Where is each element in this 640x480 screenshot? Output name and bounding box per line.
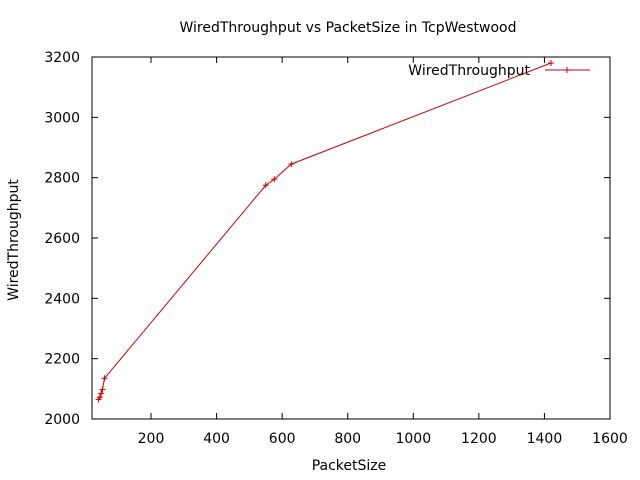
data-point (96, 394, 103, 401)
data-point (101, 375, 108, 382)
x-tick-label: 1000 (395, 431, 431, 447)
plot-frame (91, 56, 611, 420)
y-axis: 2000 2200 2400 2600 2800 3000 3200 (44, 50, 610, 428)
x-tick-label: 400 (203, 431, 230, 447)
legend: WiredThroughput (408, 63, 590, 79)
x-tick-label: 1200 (461, 431, 497, 447)
y-tick-label: 3200 (44, 50, 80, 66)
y-axis-label: WiredThroughput (6, 179, 22, 301)
data-point (288, 161, 295, 168)
x-tick-label: 1600 (592, 431, 628, 447)
x-axis-label: PacketSize (312, 458, 387, 474)
legend-label-wiredthroughput: WiredThroughput (408, 63, 530, 79)
series-line (98, 62, 552, 400)
y-tick-label: 2400 (44, 291, 80, 307)
y-tick-label: 2200 (44, 352, 80, 368)
chart-title: WiredThroughput vs PacketSize in TcpWest… (179, 20, 516, 36)
y-tick-label: 2000 (44, 412, 80, 428)
series-layer (95, 60, 554, 403)
legend-marker (564, 67, 570, 73)
x-tick-label: 600 (269, 431, 296, 447)
data-point (99, 386, 106, 393)
x-tick-label: 800 (334, 431, 361, 447)
y-tick-label: 2600 (44, 231, 80, 247)
x-axis: 200 400 600 800 1000 1200 1400 1600 (138, 57, 628, 447)
y-tick-label: 2800 (44, 171, 80, 187)
x-tick-label: 1400 (527, 431, 563, 447)
y-tick-label: 3000 (44, 110, 80, 126)
data-point (262, 182, 269, 189)
data-point (98, 390, 105, 397)
x-tick-label: 200 (138, 431, 165, 447)
series-wiredthroughput (95, 60, 554, 403)
data-point (547, 60, 554, 67)
data-point (271, 176, 278, 183)
